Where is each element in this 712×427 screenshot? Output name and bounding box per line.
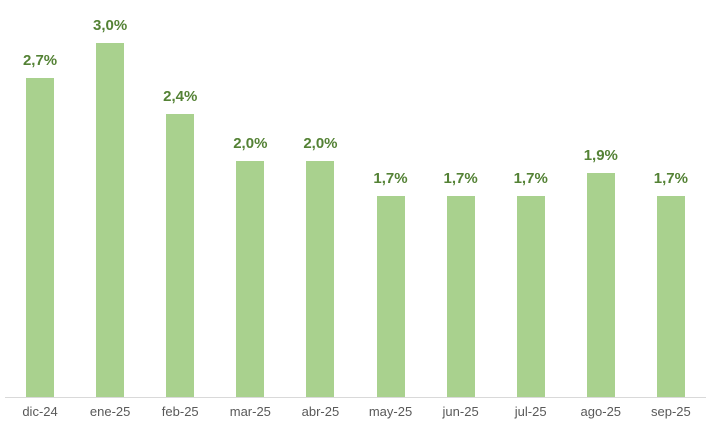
bar-slot: 2,4% xyxy=(145,0,215,397)
bar-slot: 2,0% xyxy=(215,0,285,397)
x-tick-label: dic-24 xyxy=(22,404,58,419)
bar xyxy=(516,196,545,397)
data-label: 1,7% xyxy=(443,170,478,187)
bar xyxy=(376,196,405,397)
data-label: 3,0% xyxy=(93,17,128,34)
bar-slot: 3,0% xyxy=(75,0,145,397)
x-tick-label: jun-25 xyxy=(442,404,479,419)
data-label: 2,0% xyxy=(303,135,338,152)
data-label: 1,7% xyxy=(653,170,688,187)
x-tick-label: feb-25 xyxy=(161,404,199,419)
data-label: 2,0% xyxy=(233,135,268,152)
bar xyxy=(96,43,125,397)
x-tick-label: ene-25 xyxy=(89,404,131,419)
data-label: 1,9% xyxy=(583,147,618,164)
bar xyxy=(306,161,335,397)
bar-slot: 2,0% xyxy=(285,0,355,397)
bar xyxy=(26,78,55,397)
data-label: 1,7% xyxy=(513,170,548,187)
data-label: 2,4% xyxy=(163,88,198,105)
bar xyxy=(586,173,615,397)
bar xyxy=(656,196,685,397)
bar xyxy=(236,161,265,397)
bar xyxy=(166,114,195,397)
x-tick-label: abr-25 xyxy=(301,404,340,419)
bar xyxy=(446,196,475,397)
bar-slot: 1,7% xyxy=(355,0,425,397)
bar-slot: 1,7% xyxy=(636,0,706,397)
data-label: 2,7% xyxy=(22,52,58,69)
bar-slot: 1,7% xyxy=(496,0,566,397)
data-label: 1,7% xyxy=(373,170,408,187)
bar-slot: 1,7% xyxy=(426,0,496,397)
bar-slot: 1,9% xyxy=(566,0,636,397)
x-tick-label: mar-25 xyxy=(229,404,271,419)
x-tick-label: jul-25 xyxy=(514,404,547,419)
x-tick-label: may-25 xyxy=(368,404,413,419)
bar-slot: 2,7% xyxy=(5,0,75,397)
x-tick-label: ago-25 xyxy=(580,404,622,419)
plot-area: 2,7% 3,0% 2,4% 2,0% 2,0% 1,7% 1,7% 1,7% 1,9% 1,7% xyxy=(5,0,706,398)
x-tick-label: sep-25 xyxy=(651,404,691,419)
x-axis: dic-24 ene-25 feb-25 mar-25 abr-25 may-25 jun-… xyxy=(5,404,706,420)
